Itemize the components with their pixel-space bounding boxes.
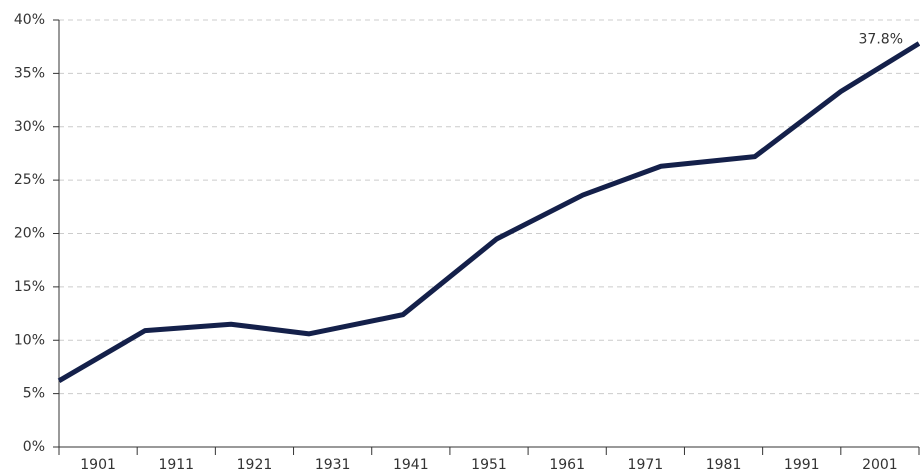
y-tick-label: 35% [14,65,45,81]
x-tick-label: 1941 [393,457,429,470]
x-tick-label: 1951 [471,457,507,470]
y-tick-label: 25% [14,172,45,188]
x-tick-label: 1961 [549,457,585,470]
x-tick-label: 1911 [158,457,194,470]
x-tick-label: 1981 [706,457,742,470]
x-tick-label: 1931 [315,457,351,470]
x-tick-label: 1921 [237,457,273,470]
y-tick-label: 20% [14,226,45,242]
x-tick-label: 1991 [784,457,820,470]
x-tick-label: 2001 [862,457,898,470]
y-tick-label: 15% [14,279,45,295]
x-tick-label: 1901 [80,457,116,470]
data-line [57,41,920,383]
x-tick-label: 1971 [628,457,664,470]
data-label: 37.8% [859,31,903,47]
y-tick-label: 5% [23,386,45,402]
y-tick-label: 0% [23,439,45,455]
y-tick-label: 10% [14,332,45,348]
y-tick-label: 30% [14,119,45,135]
y-tick-label: 40% [14,12,45,28]
